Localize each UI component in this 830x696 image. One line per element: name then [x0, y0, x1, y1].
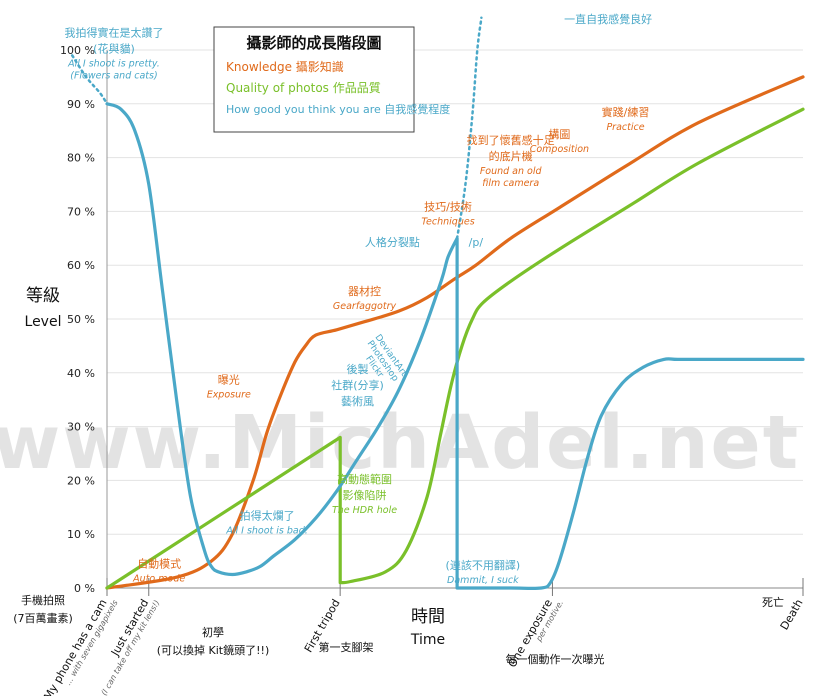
annotation: 自動模式 Auto mode [132, 557, 185, 585]
annotation-text: 自動模式 [137, 557, 181, 571]
annotation: /p/ [469, 236, 484, 249]
legend: 攝影師的成長階段圖 Knowledge 攝影知識 Quality of phot… [213, 26, 450, 133]
annotation-text: /p/ [469, 236, 484, 249]
legend-box [213, 26, 415, 133]
grid [107, 49, 803, 535]
annotation-text: 我拍得實在是太讚了 [64, 26, 163, 40]
annotation-text: 後製 [347, 362, 369, 376]
annotation-text: 實踐/練習 [602, 105, 650, 119]
annotation-text: (連該不用翻譯) [446, 558, 521, 572]
annotation: 我拍得實在是太讚了 (花與貓) All I shoot is pretty.(Flo… [64, 26, 163, 82]
annotation-text: 藝術風 [341, 395, 374, 408]
x-stage-label-zh: (7百萬畫素) [13, 611, 73, 625]
annotation-italic: (Flowers and cats) [70, 71, 157, 82]
axes [106, 50, 804, 596]
x-stage-label-zh: 手機拍照 [21, 593, 65, 607]
y-tick-label: 100 % [60, 44, 95, 57]
annotation: 器材控 Gearfaggotry [333, 284, 397, 312]
annotation-italic: Auto mode [132, 574, 185, 585]
y-tick-label: 0 % [74, 582, 95, 595]
annotation: 構圖 Composition [530, 128, 589, 155]
annotation-italic: Found an old [480, 166, 543, 177]
annotation-italic: film camera [482, 178, 539, 189]
annotation-italic: Exposure [207, 390, 251, 401]
series-quality [105, 107, 805, 590]
annotation-text: 找到了懷舊感十足 [467, 133, 555, 147]
annotation: 拍得太爛了 All I shoot is bad. [225, 509, 307, 537]
annotation-text: 曝光 [218, 373, 240, 387]
x-stage-labels: My phone has a cam... with seven gigapix… [13, 593, 805, 696]
legend-item-quality: Quality of photos 作品品質 [226, 80, 381, 95]
annotation-text: 社群(分享) [331, 378, 384, 392]
annotation-italic: Techniques [421, 216, 474, 227]
annotation-text: 構圖 [548, 128, 570, 141]
dotted-extension [455, 16, 483, 240]
annotation-text: 一直自我感覺良好 [564, 12, 652, 26]
annotation-italic: The HDR hole [332, 505, 397, 516]
y-tick-label: 20 % [67, 474, 95, 487]
annotation-text: 人格分裂點 [365, 235, 420, 249]
annotation-text: 器材控 [348, 284, 381, 298]
y-tick-label: 40 % [67, 367, 95, 380]
x-stage-label-zh: 每一個動作一次曝光 [506, 652, 605, 666]
y-tick-label: 10 % [67, 528, 95, 541]
x-stage-label-zh: (可以換掉 Kit鏡頭了!!) [157, 643, 269, 657]
annotation-italic: Dammit, I suck [447, 575, 519, 586]
y-tick-label: 90 % [67, 98, 95, 111]
series-self-esteem [105, 102, 805, 590]
y-tick-label: 50 % [67, 313, 95, 326]
annotation: 一直自我感覺良好 [564, 12, 652, 26]
annotation-text: 的底片機 [489, 149, 533, 163]
annotation: (連該不用翻譯) Dammit, I suck [446, 558, 521, 586]
annotation-text: (花與貓) [93, 42, 135, 56]
y-tick-label: 30 % [67, 421, 95, 434]
annotation: 曝光 Exposure [207, 373, 251, 401]
annotation-italic: Composition [530, 144, 589, 155]
y-axis-title-zh: 等級 [26, 286, 60, 306]
y-tick-label: 60 % [67, 259, 95, 272]
annotation-italic: All I shoot is pretty. [67, 59, 160, 70]
annotation: 實踐/練習 Practice [602, 105, 650, 133]
annotation-italic: Practice [606, 122, 644, 133]
x-stage-label-zh: 第一支腳架 [319, 640, 374, 654]
annotation-italic: All I shoot is bad. [225, 526, 307, 537]
watermark: www.MichAdel.net [0, 400, 800, 486]
annotation-text: 技巧/技術 [424, 200, 472, 213]
x-axis-title-en: Time [410, 632, 445, 648]
annotation-text: 高動態範圍 [337, 472, 392, 486]
x-stage-label-zh: 初學 [202, 625, 224, 639]
chart-title: 攝影師的成長階段圖 [246, 34, 381, 52]
annotation: 技巧/技術 Techniques [421, 200, 474, 227]
annotation: 人格分裂點 [365, 235, 420, 249]
y-tick-label: 70 % [67, 205, 95, 218]
dotted-extension [70, 54, 109, 106]
series-lines [105, 75, 805, 590]
annotation-text: 拍得太爛了 [240, 509, 295, 523]
y-tick-label: 80 % [67, 152, 95, 165]
legend-item-knowledge: Knowledge 攝影知識 [226, 59, 344, 74]
annotation-italic: Gearfaggotry [333, 301, 397, 312]
x-stage-label-zh: 死亡 [762, 595, 784, 609]
x-axis-title-zh: 時間 [411, 607, 445, 627]
legend-item-self-esteem: How good you think you are 自我感覺程度 [226, 102, 450, 116]
y-tick-labels: 0 % 10 % 20 % 30 % 40 % 50 % 60 % 70 % 80 % 90 % 1… [60, 44, 95, 595]
dotted-extensions [70, 16, 483, 240]
y-axis-title-en: Level [25, 314, 62, 330]
series-knowledge [105, 75, 805, 590]
annotation-text: 影像陷阱 [343, 488, 387, 502]
